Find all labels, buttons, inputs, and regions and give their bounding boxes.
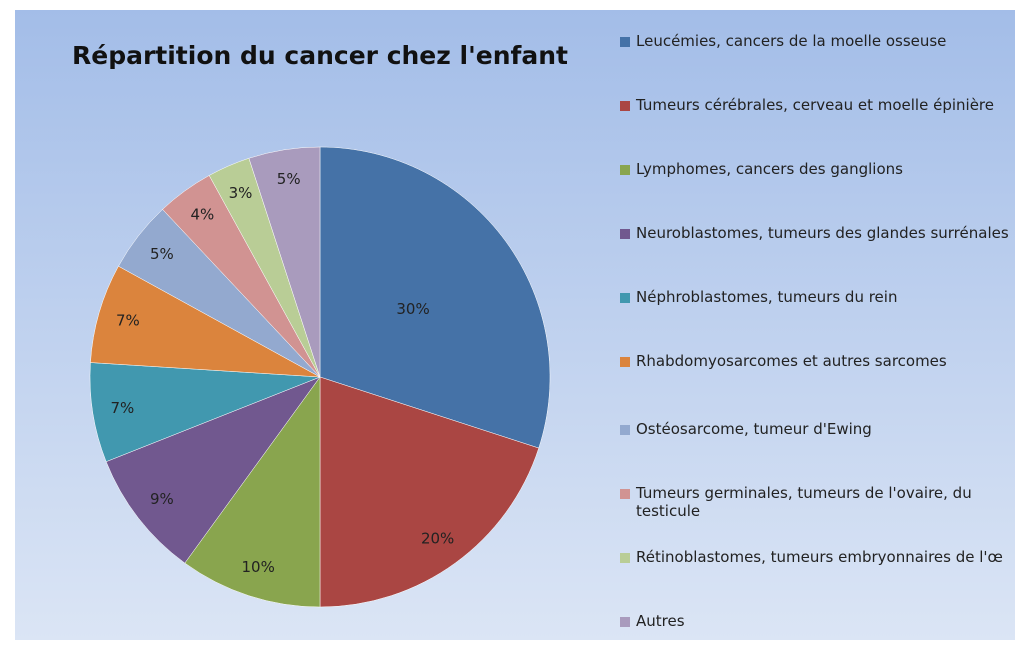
legend-swatch xyxy=(620,553,630,563)
legend-entry: Rhabdomyosarcomes et autres sarcomes xyxy=(620,352,947,370)
pie-slice xyxy=(89,362,321,462)
legend-entry: Ostéosarcome, tumeur d'Ewing xyxy=(620,420,872,438)
legend-label: Leucémies, cancers de la moelle osseuse xyxy=(636,32,947,50)
legend-swatch xyxy=(620,489,630,499)
legend-entry: Leucémies, cancers de la moelle osseuse xyxy=(620,32,946,50)
data-label: 5% xyxy=(150,245,174,263)
pie-slice xyxy=(319,376,540,608)
legend-entry: Neuroblastomes, tumeurs des glandes surr… xyxy=(620,224,1009,242)
data-label: 7% xyxy=(116,312,140,330)
data-label: 30% xyxy=(396,300,429,318)
legend-label: Ostéosarcome, tumeur d'Ewing xyxy=(636,420,872,438)
legend-label: Rhabdomyosarcomes et autres sarcomes xyxy=(636,352,947,370)
legend-swatch xyxy=(620,425,630,435)
legend-entry: Rétinoblastomes, tumeurs embryonnaires d… xyxy=(620,548,1003,566)
data-label: 9% xyxy=(150,490,174,508)
legend-label: Néphroblastomes, tumeurs du rein xyxy=(636,288,898,306)
data-label: 3% xyxy=(229,184,253,202)
data-label: 4% xyxy=(190,206,214,224)
legend-label: Lymphomes, cancers des ganglions xyxy=(636,160,903,178)
legend-label: Tumeurs germinales, tumeurs de l'ovaire,… xyxy=(636,484,972,520)
data-label: 20% xyxy=(421,529,454,547)
legend-label: Rétinoblastomes, tumeurs embryonnaires d… xyxy=(636,548,1003,566)
legend-swatch xyxy=(620,357,630,367)
data-label: 10% xyxy=(241,558,274,576)
legend-swatch xyxy=(620,37,630,47)
chart-title: Répartition du cancer chez l'enfant xyxy=(72,41,568,70)
legend-label: Autres xyxy=(636,612,685,630)
pie-slice xyxy=(319,146,551,449)
legend-swatch xyxy=(620,165,630,175)
legend-label: Tumeurs cérébrales, cerveau et moelle ép… xyxy=(636,96,994,114)
legend-entry: Néphroblastomes, tumeurs du rein xyxy=(620,288,897,306)
pie-slice xyxy=(184,376,321,608)
legend-entry: Tumeurs germinales, tumeurs de l'ovaire,… xyxy=(620,484,990,520)
data-label: 7% xyxy=(110,399,134,417)
pie-slice xyxy=(105,376,321,564)
pie-slice xyxy=(248,146,321,378)
legend-entry: Autres xyxy=(620,612,685,630)
legend-swatch xyxy=(620,617,630,627)
data-label: 5% xyxy=(277,170,301,188)
legend-entry: Tumeurs cérébrales, cerveau et moelle ép… xyxy=(620,96,994,114)
legend-swatch xyxy=(620,229,630,239)
legend-entry: Lymphomes, cancers des ganglions xyxy=(620,160,903,178)
legend-swatch xyxy=(620,101,630,111)
pie-slice xyxy=(90,265,321,378)
legend-swatch xyxy=(620,293,630,303)
legend-label: Neuroblastomes, tumeurs des glandes surr… xyxy=(636,224,1009,242)
